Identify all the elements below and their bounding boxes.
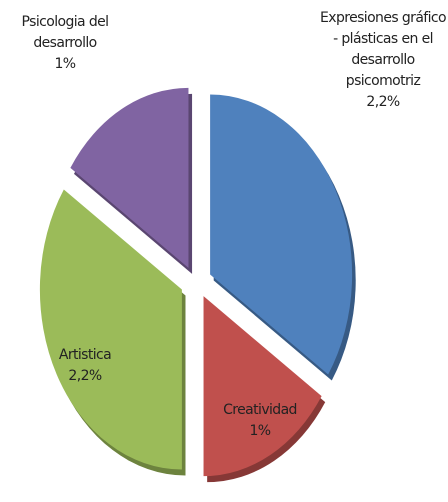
value-label: 2,2% (68, 368, 102, 384)
slice-label: Psicologia del desarrollo 1% (0, 12, 130, 75)
slice (70, 87, 189, 268)
value-label: 2,2% (366, 94, 400, 110)
category-label: Expresiones gráfico - plásticas en el de… (320, 10, 447, 89)
slice-label: Expresiones gráfico - plásticas en el de… (318, 8, 448, 113)
slice (203, 296, 322, 477)
category-label: Creatividad (223, 402, 297, 418)
slice (210, 94, 353, 375)
category-label: Artistica (58, 347, 112, 363)
slice (39, 189, 182, 470)
value-label: 1% (249, 423, 271, 439)
category-label: Psicologia del desarrollo (21, 14, 110, 51)
slice-label: Creatividad 1% (205, 400, 315, 442)
slice-label: Artistica 2,2% (30, 345, 140, 387)
value-label: 1% (54, 56, 76, 72)
